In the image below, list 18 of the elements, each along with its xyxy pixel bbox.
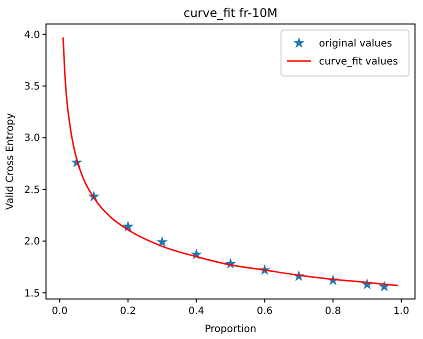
x-axis-title: Proportion xyxy=(204,324,256,335)
y-tick-label: 3.0 xyxy=(24,133,40,144)
x-tick-label: 1.0 xyxy=(393,306,410,317)
x-tick-label: 0.8 xyxy=(325,306,341,317)
point xyxy=(156,236,168,247)
y-tick-label: 2.5 xyxy=(24,184,40,196)
x-tick-label: 0.4 xyxy=(188,306,204,317)
y-tick-label: 3.5 xyxy=(24,82,40,93)
y-tick-label: 1.5 xyxy=(24,288,40,300)
legend-label: curve_fit values xyxy=(319,56,398,68)
y-axis-title: Valid Cross Entropy xyxy=(5,113,16,210)
chart-title: curve_fit fr-10M xyxy=(183,6,278,20)
y-tick-label: 2.0 xyxy=(24,236,40,248)
x-tick-label: 0.0 xyxy=(52,306,68,317)
y-tick-label: 4.0 xyxy=(24,30,40,41)
legend-label: original values xyxy=(319,38,392,50)
x-tick-label: 0.6 xyxy=(256,306,273,317)
x-tick-label: 0.2 xyxy=(120,306,136,317)
